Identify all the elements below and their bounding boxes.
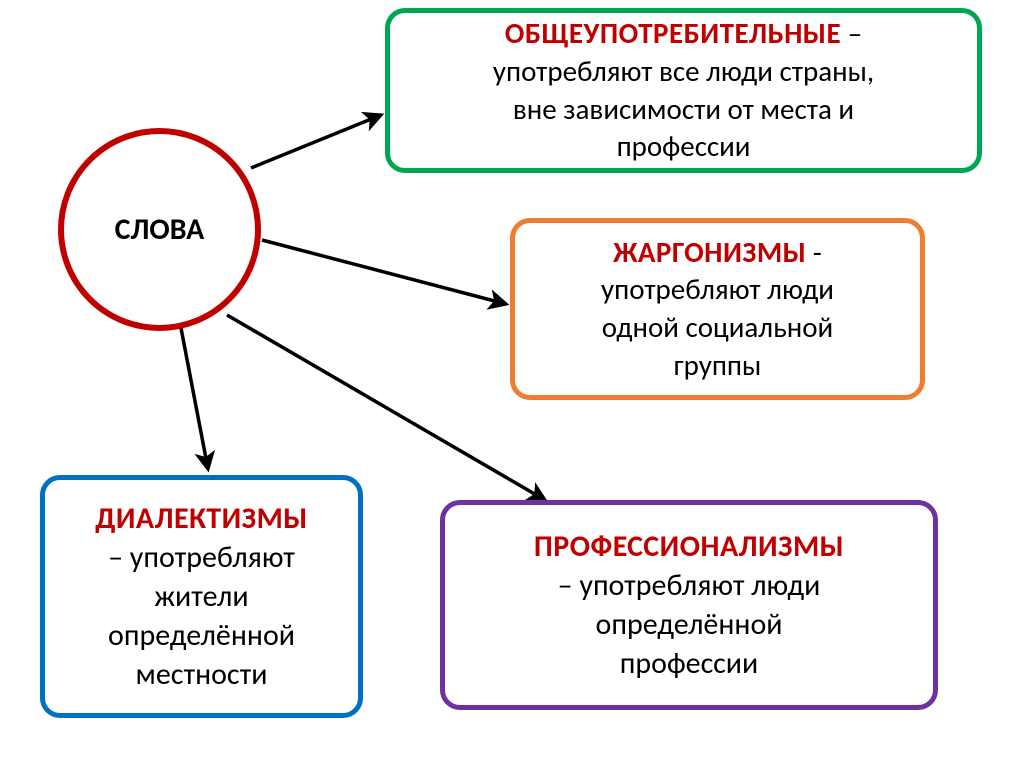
node-common-content: ОБЩЕУПОТРЕБИТЕЛЬНЫЕ – употребляют все лю… [493, 15, 874, 166]
node-common-term: ОБЩЕУПОТРЕБИТЕЛЬНЫЕ [505, 15, 841, 51]
node-dialect-line3: определённой [108, 617, 295, 654]
node-dialect: ДИАЛЕКТИЗМЫ – употребляют жители определ… [40, 475, 363, 718]
node-jargon-line3: группы [674, 347, 762, 383]
node-prof: ПРОФЕССИОНАЛИЗМЫ – употребляют люди опре… [440, 500, 938, 710]
center-label: СЛОВА [115, 211, 205, 248]
node-dialect-term: ДИАЛЕКТИЗМЫ [95, 500, 308, 537]
node-jargon-line1: употребляют люди [601, 271, 834, 307]
node-prof-content: ПРОФЕССИОНАЛИЗМЫ – употребляют люди опре… [534, 527, 844, 683]
node-jargon: ЖАРГОНИЗМЫ - употребляют люди одной соци… [510, 218, 925, 400]
node-common-dash: – [841, 15, 862, 51]
node-common-line2: вне зависимости от места и [513, 91, 854, 127]
node-dialect-line4: местности [136, 656, 268, 693]
node-prof-line3: профессии [620, 645, 759, 682]
node-prof-term: ПРОФЕССИОНАЛИЗМЫ [534, 528, 844, 565]
node-dialect-line2: жители [154, 578, 248, 615]
center-node: СЛОВА [58, 128, 261, 331]
node-jargon-line2: одной социальной [602, 309, 833, 345]
node-jargon-term: ЖАРГОНИЗМЫ [613, 234, 806, 270]
node-dialect-line1: – употребляют [108, 539, 295, 576]
node-common-line1: употребляют все люди страны, [493, 53, 874, 89]
node-dialect-content: ДИАЛЕКТИЗМЫ – употребляют жители определ… [95, 499, 308, 694]
node-jargon-dash: - [806, 234, 821, 270]
diagram-canvas: СЛОВА ОБЩЕУПОТРЕБИТЕЛЬНЫЕ – употребляют … [0, 0, 1024, 767]
node-prof-line2: определённой [596, 606, 783, 643]
node-prof-line1: – употребляют люди [558, 567, 821, 604]
node-jargon-content: ЖАРГОНИЗМЫ - употребляют люди одной соци… [601, 234, 834, 385]
node-common-line3: профессии [617, 128, 751, 164]
node-common: ОБЩЕУПОТРЕБИТЕЛЬНЫЕ – употребляют все лю… [385, 8, 982, 173]
